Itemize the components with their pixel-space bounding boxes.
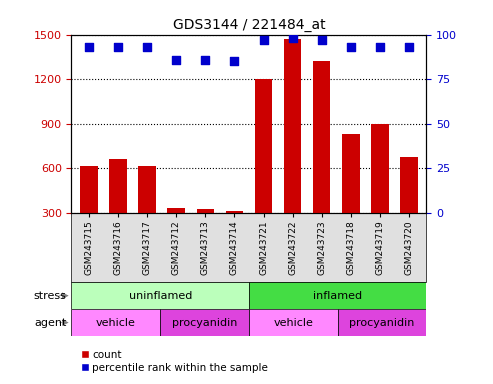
Text: agent: agent <box>34 318 67 328</box>
Point <box>318 37 326 43</box>
Point <box>143 44 151 50</box>
Text: inflamed: inflamed <box>313 291 362 301</box>
Bar <box>255 79 272 258</box>
Point <box>347 44 355 50</box>
Text: stress: stress <box>34 291 67 301</box>
Bar <box>71 309 160 336</box>
Bar <box>284 39 301 258</box>
Point <box>172 56 180 63</box>
Bar <box>71 282 249 309</box>
Bar <box>249 309 338 336</box>
Bar <box>139 166 156 258</box>
Bar <box>109 159 127 258</box>
Point <box>405 44 413 50</box>
Bar <box>160 309 249 336</box>
Point <box>289 35 297 41</box>
Bar <box>400 157 418 258</box>
Text: vehicle: vehicle <box>274 318 313 328</box>
Bar <box>197 209 214 258</box>
Point <box>114 44 122 50</box>
Point <box>85 44 93 50</box>
Bar <box>371 124 388 258</box>
Bar <box>338 309 426 336</box>
Bar <box>226 211 243 258</box>
Bar <box>249 282 426 309</box>
Point <box>201 56 209 63</box>
Text: procyanidin: procyanidin <box>172 318 237 328</box>
Text: procyanidin: procyanidin <box>350 318 415 328</box>
Title: GDS3144 / 221484_at: GDS3144 / 221484_at <box>173 18 325 32</box>
Bar <box>342 134 359 258</box>
Bar <box>168 208 185 258</box>
Text: uninflamed: uninflamed <box>129 291 192 301</box>
Text: vehicle: vehicle <box>96 318 136 328</box>
Bar <box>80 166 98 258</box>
Bar <box>313 61 330 258</box>
Legend: count, percentile rank within the sample: count, percentile rank within the sample <box>77 346 272 377</box>
Point <box>230 58 238 65</box>
Point <box>260 37 268 43</box>
Point <box>376 44 384 50</box>
